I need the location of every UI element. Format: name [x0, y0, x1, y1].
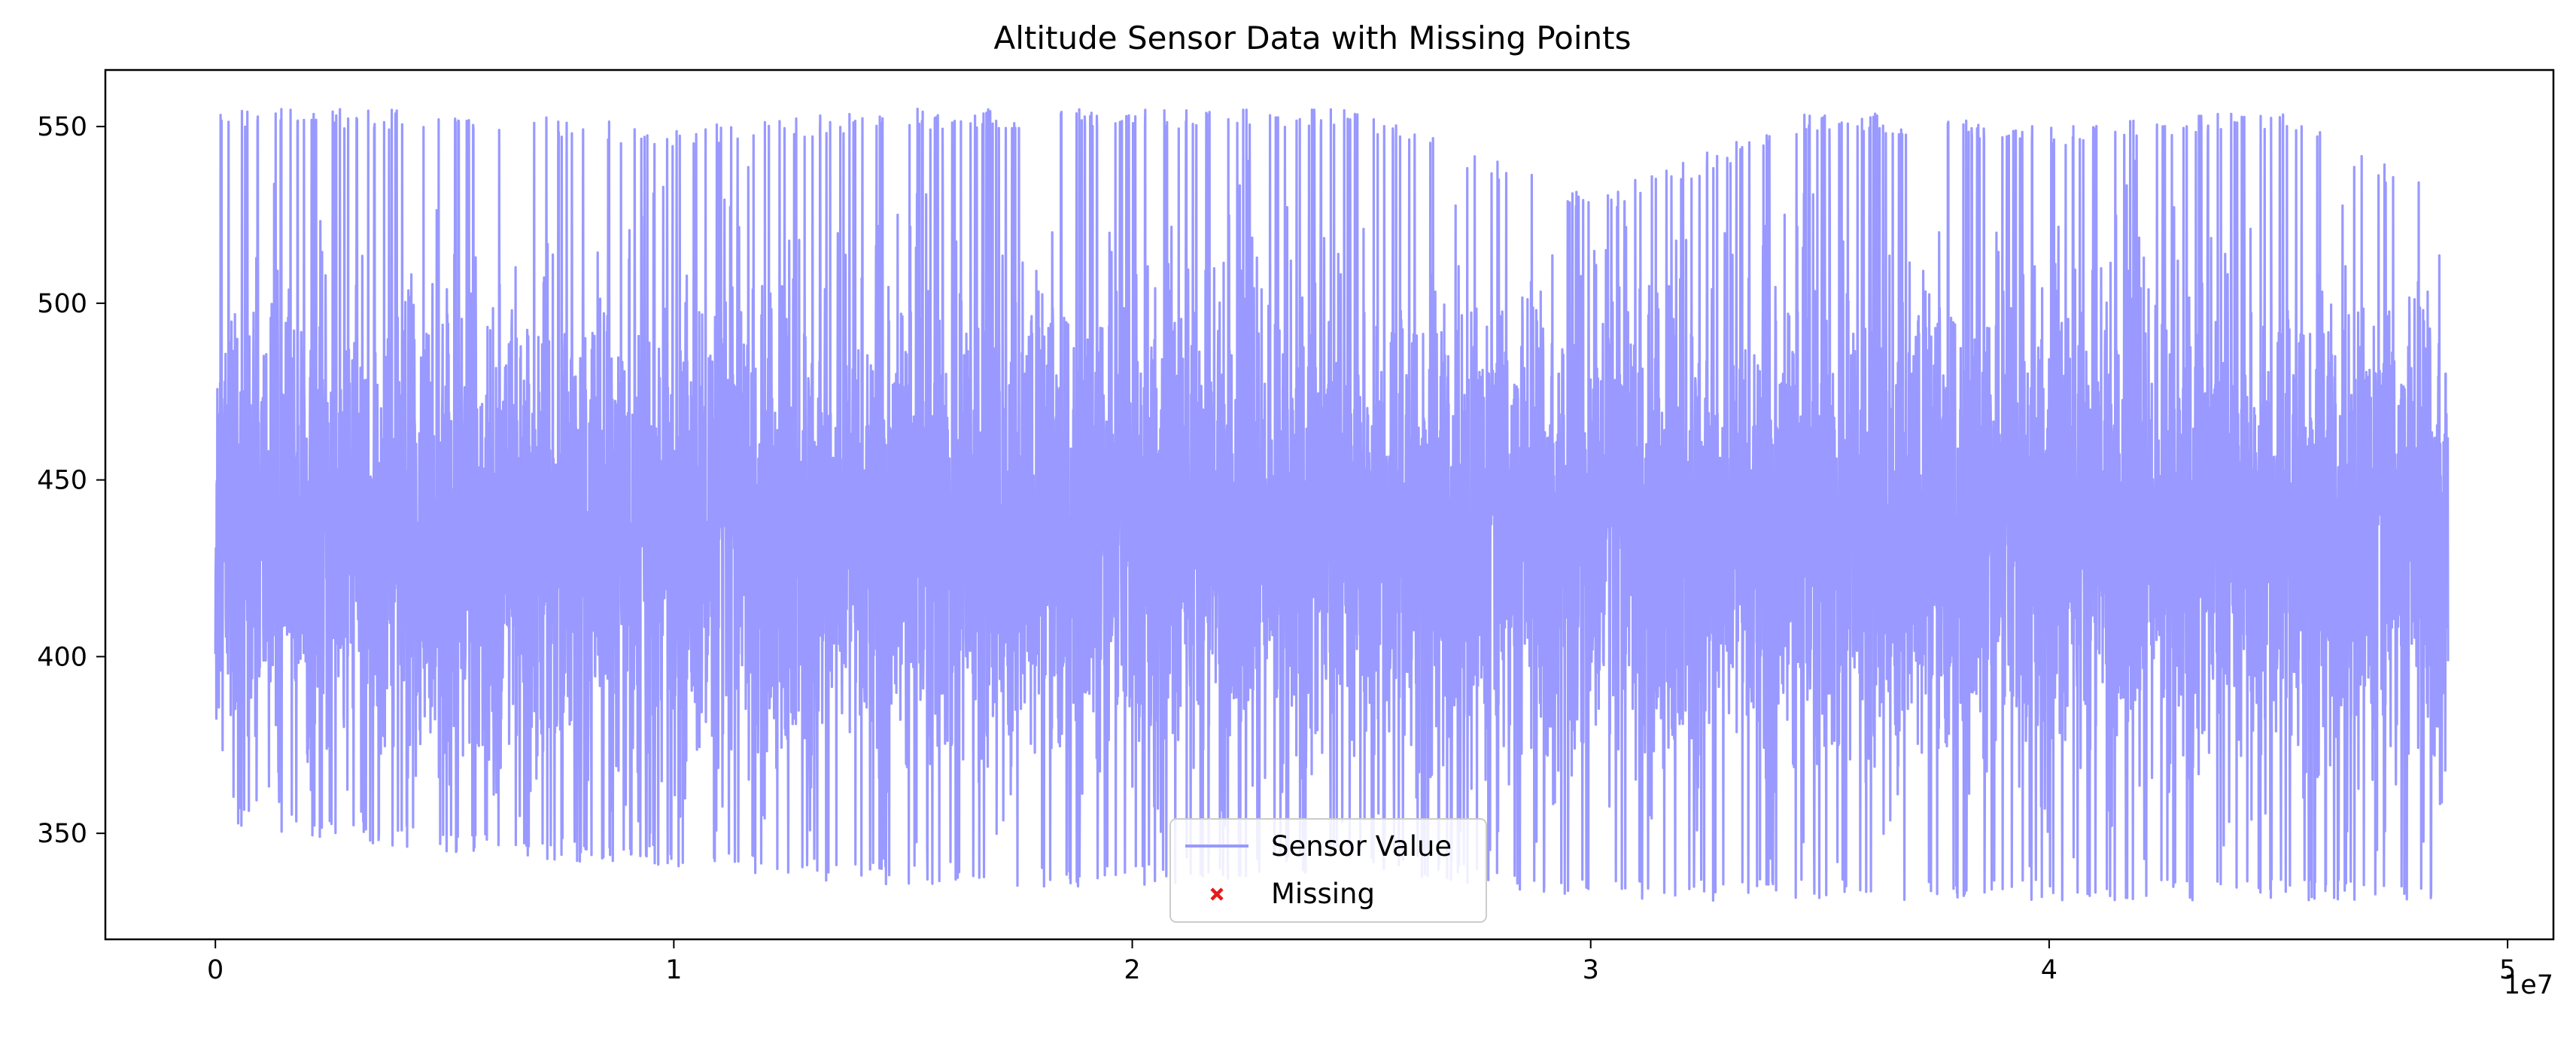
x-axis: 0 1 2 3 4 5 — [207, 939, 2516, 985]
plot-area — [214, 108, 2450, 902]
x-tick-label: 2 — [1124, 955, 1140, 985]
y-tick-label: 550 — [37, 112, 87, 142]
y-axis: 350 400 450 500 550 — [37, 112, 105, 849]
chart-title: Altitude Sensor Data with Missing Points — [993, 20, 1631, 56]
legend-swatch-missing — [1210, 887, 1224, 901]
legend-box — [1169, 818, 1487, 923]
x-tick-label: 3 — [1583, 955, 1599, 985]
x-tick-label: 5 — [2499, 955, 2516, 985]
x-tick-label: 0 — [207, 955, 224, 985]
legend-label-missing: Missing — [1271, 878, 1375, 910]
legend-label-sensor-value: Sensor Value — [1271, 830, 1452, 863]
x-tick-label: 1 — [665, 955, 682, 985]
y-tick-label: 450 — [37, 466, 87, 496]
series-line-sensor-value — [214, 108, 2450, 902]
x-axis-offset-label: 1e7 — [2504, 970, 2553, 1000]
y-tick-label: 500 — [37, 289, 87, 319]
y-tick-label: 350 — [37, 819, 87, 849]
legend: Sensor Value Missing — [1169, 818, 1487, 923]
axes-frame — [104, 68, 2555, 941]
x-tick-label: 4 — [2041, 955, 2057, 985]
y-tick-label: 400 — [37, 642, 87, 672]
sensor-value-line — [214, 108, 2450, 902]
